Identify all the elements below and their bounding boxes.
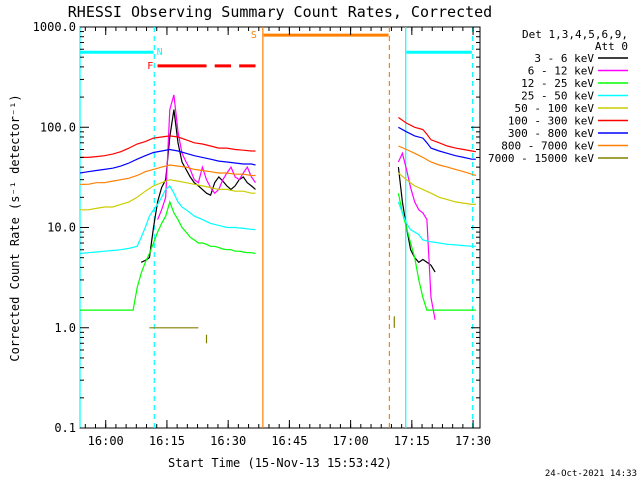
series-line [397, 193, 476, 311]
legend-entry: 7000 - 15000 keV [488, 152, 594, 165]
plot-frame [79, 26, 481, 429]
legend-entry: 3 - 6 keV [534, 52, 594, 65]
flag-label: N [157, 47, 163, 58]
series-line [398, 172, 476, 205]
y-tick-label: 1000.0 [33, 20, 76, 34]
legend-entry: 800 - 7000 keV [501, 140, 594, 153]
series-line [157, 94, 256, 220]
x-tick-label: 16:00 [88, 434, 124, 448]
series-line [140, 109, 256, 263]
legend-entry: 300 - 800 keV [508, 127, 594, 140]
y-axis-label: Corrected Count Rate (s⁻¹ detector⁻¹) [8, 94, 22, 361]
series-line [398, 117, 477, 153]
y-tick-label: 10.0 [47, 221, 76, 235]
legend-header: Det 1,3,4,5,6,9, [522, 28, 628, 41]
legend-header: Att 0 [595, 40, 628, 53]
series-line [80, 179, 256, 211]
legend-entry: 6 - 12 keV [528, 65, 595, 78]
y-tick-label: 1.0 [54, 321, 76, 335]
series-line [80, 135, 256, 158]
y-tick-label: 100.0 [40, 120, 76, 134]
x-tick-label: 17:15 [394, 434, 430, 448]
flag-label: F [147, 61, 153, 72]
legend-entry: 100 - 300 keV [508, 115, 594, 128]
series-line [79, 148, 256, 174]
y-tick-label: 0.1 [54, 421, 76, 435]
series-line [397, 151, 436, 320]
series-line [80, 164, 256, 185]
series-line [397, 201, 476, 247]
flag-label: S [251, 30, 257, 41]
series-line [80, 199, 256, 311]
x-tick-label: 17:30 [455, 434, 491, 448]
x-tick-label: 16:15 [149, 434, 185, 448]
legend-entry: 25 - 50 keV [521, 90, 594, 103]
legend-entry: 12 - 25 keV [521, 77, 594, 90]
timestamp: 24-Oct-2021 14:33 [545, 469, 637, 479]
series-line [79, 184, 256, 255]
x-axis: 16:00 16:15 16:30 16:45 17:00 17:15 17:30 [84, 27, 491, 448]
x-axis-label: Start Time (15-Nov-13 15:53:42) [168, 456, 392, 470]
x-tick-label: 17:00 [333, 434, 369, 448]
plot-area: NF S [79, 26, 481, 429]
series-line [398, 145, 477, 177]
y-axis: 0.1 1.0 10.0 100.0 1000.0 [33, 20, 480, 435]
series-line [398, 126, 476, 160]
chart-title: RHESSI Observing Summary Count Rates, Co… [68, 3, 492, 21]
x-tick-label: 16:45 [271, 434, 307, 448]
x-tick-label: 16:30 [210, 434, 246, 448]
legend-entry: 50 - 100 keV [515, 102, 595, 115]
